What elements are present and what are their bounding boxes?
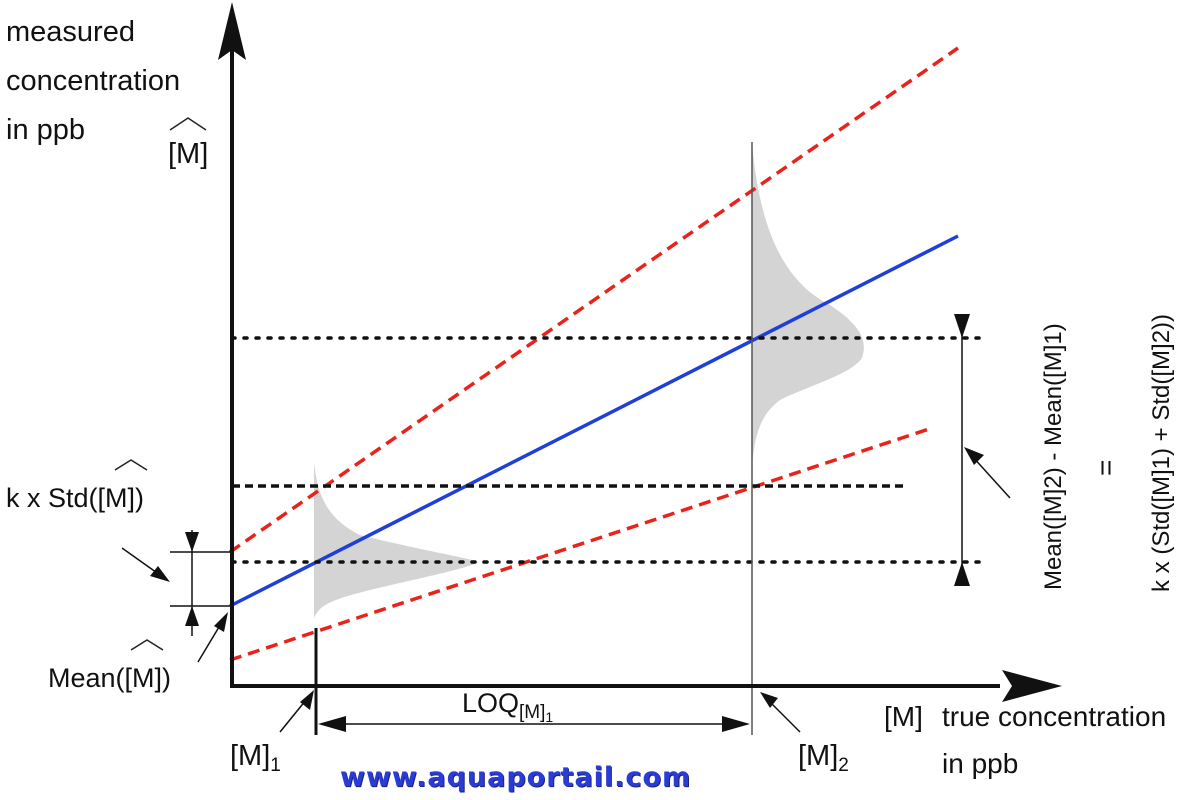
x-axis-title-line2: in ppb (942, 748, 1019, 779)
y-axis-title-line2: concentration (6, 65, 181, 97)
difference-bottom-arrow (954, 562, 970, 586)
m2-pointer (769, 701, 801, 733)
std-pointer (121, 547, 161, 576)
x-axis-title-line1: true concentration (942, 701, 1167, 732)
y-axis-title-line3: in ppb (6, 114, 86, 146)
x-axis-symbol: [M] (884, 701, 923, 732)
calibration-line (229, 234, 959, 608)
difference-label: Mean([M]2) - Mean([M]1) (1040, 323, 1067, 590)
upper-confidence-line (229, 46, 959, 554)
std-pointer-head (150, 566, 170, 582)
hat-mean (130, 639, 164, 651)
mean-label: Mean([M]) (48, 663, 172, 693)
difference-top-arrow (954, 314, 970, 338)
y-axis-symbol: [M] (168, 138, 209, 170)
mean-pointer-head (214, 612, 228, 632)
loq-label: LOQ[M]1 (462, 688, 554, 725)
mean-pointer (197, 621, 223, 663)
m2-label: [M]2 (798, 740, 849, 776)
arrow-right-icon (1002, 670, 1062, 702)
equals-sign: = (1090, 459, 1121, 476)
m1-pointer-head (300, 690, 314, 710)
watermark: www.aquaportail.com (340, 762, 692, 793)
loq-left-arrow (318, 716, 346, 732)
difference-pointer (971, 455, 1011, 499)
difference-pointer-head (964, 447, 984, 465)
k-std-label: k x Std([M]) (6, 483, 145, 513)
m1-label: [M]1 (230, 740, 281, 776)
sum-label: k x (Std([M]1) + Std([M]2)) (1148, 313, 1175, 592)
loq-right-arrow (722, 716, 750, 732)
lower-confidence-line (229, 426, 933, 662)
std-top-arrow (185, 532, 199, 552)
std-bottom-arrow (185, 606, 199, 626)
distribution-m1 (314, 462, 478, 618)
m1-pointer (279, 699, 307, 733)
m2-pointer-head (760, 692, 778, 708)
arrow-up-icon (218, 2, 246, 60)
hat-k-std (114, 459, 148, 471)
hat-y-axis (169, 117, 207, 131)
distribution-m2 (752, 142, 864, 465)
y-axis-title-line1: measured (6, 16, 135, 48)
